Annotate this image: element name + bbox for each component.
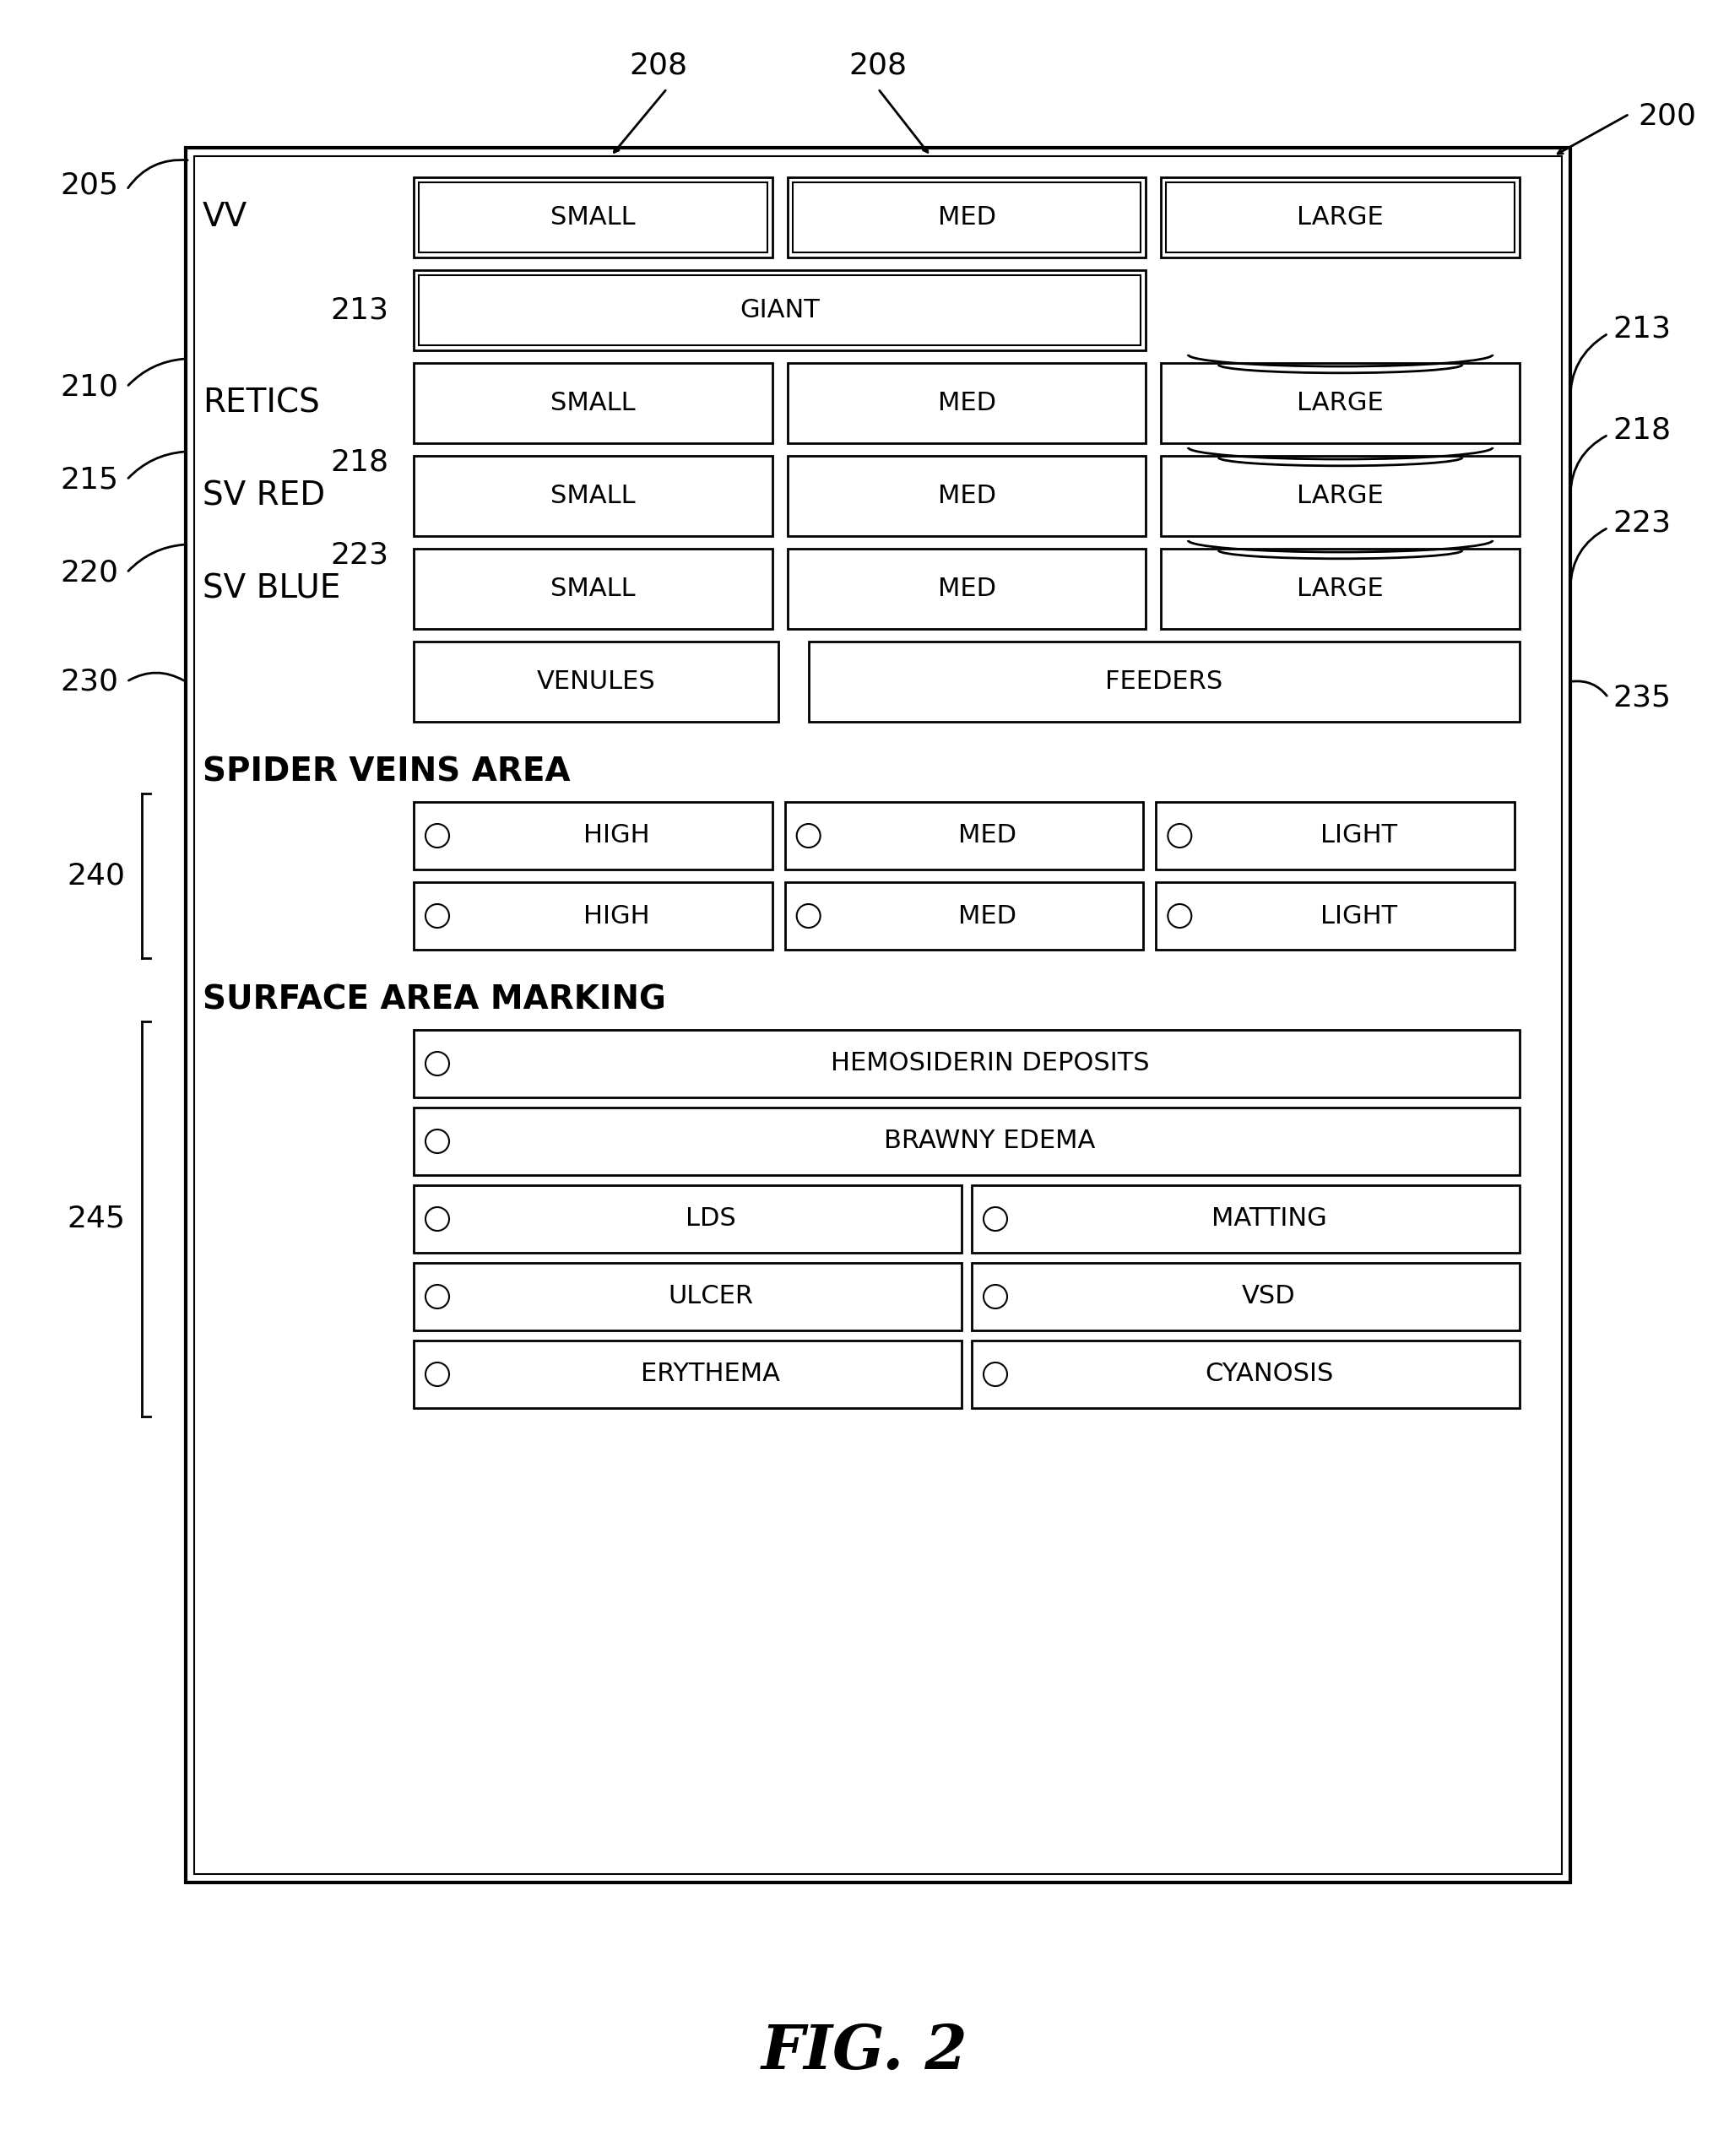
Bar	[413, 455, 773, 537]
Text: 210: 210	[61, 373, 118, 401]
Text: FIG. 2: FIG. 2	[761, 2022, 968, 2081]
Bar	[413, 550, 773, 630]
Text: MED: MED	[937, 576, 996, 602]
Bar	[785, 802, 1143, 869]
Text: 223: 223	[1613, 509, 1670, 537]
Text: SV BLUE: SV BLUE	[202, 573, 341, 606]
Text: LDS: LDS	[686, 1207, 737, 1231]
Text: VV: VV	[202, 201, 247, 233]
Bar	[413, 1108, 1520, 1175]
Bar	[413, 642, 778, 722]
Bar	[1157, 802, 1515, 869]
Text: SV RED: SV RED	[202, 481, 325, 511]
Text: VENULES: VENULES	[536, 668, 655, 694]
Bar	[413, 1186, 961, 1253]
Text: LARGE: LARGE	[1297, 390, 1383, 416]
Bar	[972, 1186, 1520, 1253]
Bar	[194, 155, 1561, 1874]
Bar	[418, 276, 1141, 345]
Text: ULCER: ULCER	[667, 1285, 754, 1309]
Text: 240: 240	[67, 862, 124, 890]
Text: 208: 208	[849, 52, 908, 80]
Text: HIGH: HIGH	[583, 824, 650, 847]
Text: MED: MED	[958, 824, 1017, 847]
Bar	[1162, 550, 1520, 630]
Text: LIGHT: LIGHT	[1319, 903, 1397, 929]
Bar	[413, 362, 773, 444]
Text: MED: MED	[958, 903, 1017, 929]
Text: MED: MED	[937, 390, 996, 416]
Text: 245: 245	[67, 1205, 124, 1233]
Text: CYANOSIS: CYANOSIS	[1205, 1363, 1333, 1386]
Bar	[1162, 362, 1520, 444]
Bar	[787, 362, 1146, 444]
Text: 215: 215	[61, 466, 118, 494]
Text: LARGE: LARGE	[1297, 205, 1383, 229]
Text: MED: MED	[937, 483, 996, 509]
Text: 205: 205	[61, 170, 118, 201]
Text: SMALL: SMALL	[550, 576, 636, 602]
Bar	[413, 802, 773, 869]
Bar	[413, 270, 1146, 349]
Text: ERYTHEMA: ERYTHEMA	[641, 1363, 780, 1386]
Text: BRAWNY EDEMA: BRAWNY EDEMA	[884, 1130, 1096, 1153]
Text: LIGHT: LIGHT	[1319, 824, 1397, 847]
Text: 230: 230	[61, 668, 118, 696]
Bar	[1157, 882, 1515, 949]
Bar	[787, 177, 1146, 257]
Bar	[413, 882, 773, 949]
Text: SPIDER VEINS AREA: SPIDER VEINS AREA	[202, 755, 571, 787]
Bar	[787, 550, 1146, 630]
Bar	[1165, 183, 1515, 252]
Bar	[792, 183, 1141, 252]
Bar	[413, 1031, 1520, 1097]
Bar	[972, 1341, 1520, 1408]
Text: SURFACE AREA MARKING: SURFACE AREA MARKING	[202, 983, 666, 1015]
Text: RETICS: RETICS	[202, 388, 320, 418]
Bar	[413, 1263, 961, 1330]
Bar	[413, 1341, 961, 1408]
Text: 218: 218	[330, 448, 389, 476]
Bar	[418, 183, 768, 252]
Text: 220: 220	[61, 558, 118, 586]
Text: GIANT: GIANT	[740, 298, 820, 323]
Bar	[1162, 455, 1520, 537]
Text: VSD: VSD	[1241, 1285, 1295, 1309]
Text: SMALL: SMALL	[550, 205, 636, 229]
Text: 213: 213	[1613, 315, 1670, 343]
Text: 218: 218	[1613, 416, 1670, 444]
Text: 223: 223	[330, 541, 389, 569]
Text: 213: 213	[330, 295, 389, 326]
Text: SMALL: SMALL	[550, 390, 636, 416]
Text: HIGH: HIGH	[583, 903, 650, 929]
Bar	[972, 1263, 1520, 1330]
Bar	[785, 882, 1143, 949]
Text: 208: 208	[629, 52, 688, 80]
Bar	[413, 177, 773, 257]
Text: 200: 200	[1637, 101, 1696, 129]
Bar	[1162, 177, 1520, 257]
Bar	[809, 642, 1520, 722]
Text: SMALL: SMALL	[550, 483, 636, 509]
Text: LARGE: LARGE	[1297, 483, 1383, 509]
Text: FEEDERS: FEEDERS	[1105, 668, 1222, 694]
Text: 235: 235	[1613, 683, 1670, 711]
Text: MED: MED	[937, 205, 996, 229]
Text: MATTING: MATTING	[1212, 1207, 1326, 1231]
Text: HEMOSIDERIN DEPOSITS: HEMOSIDERIN DEPOSITS	[830, 1052, 1150, 1076]
Text: LARGE: LARGE	[1297, 576, 1383, 602]
Bar	[185, 149, 1570, 1882]
Bar	[787, 455, 1146, 537]
